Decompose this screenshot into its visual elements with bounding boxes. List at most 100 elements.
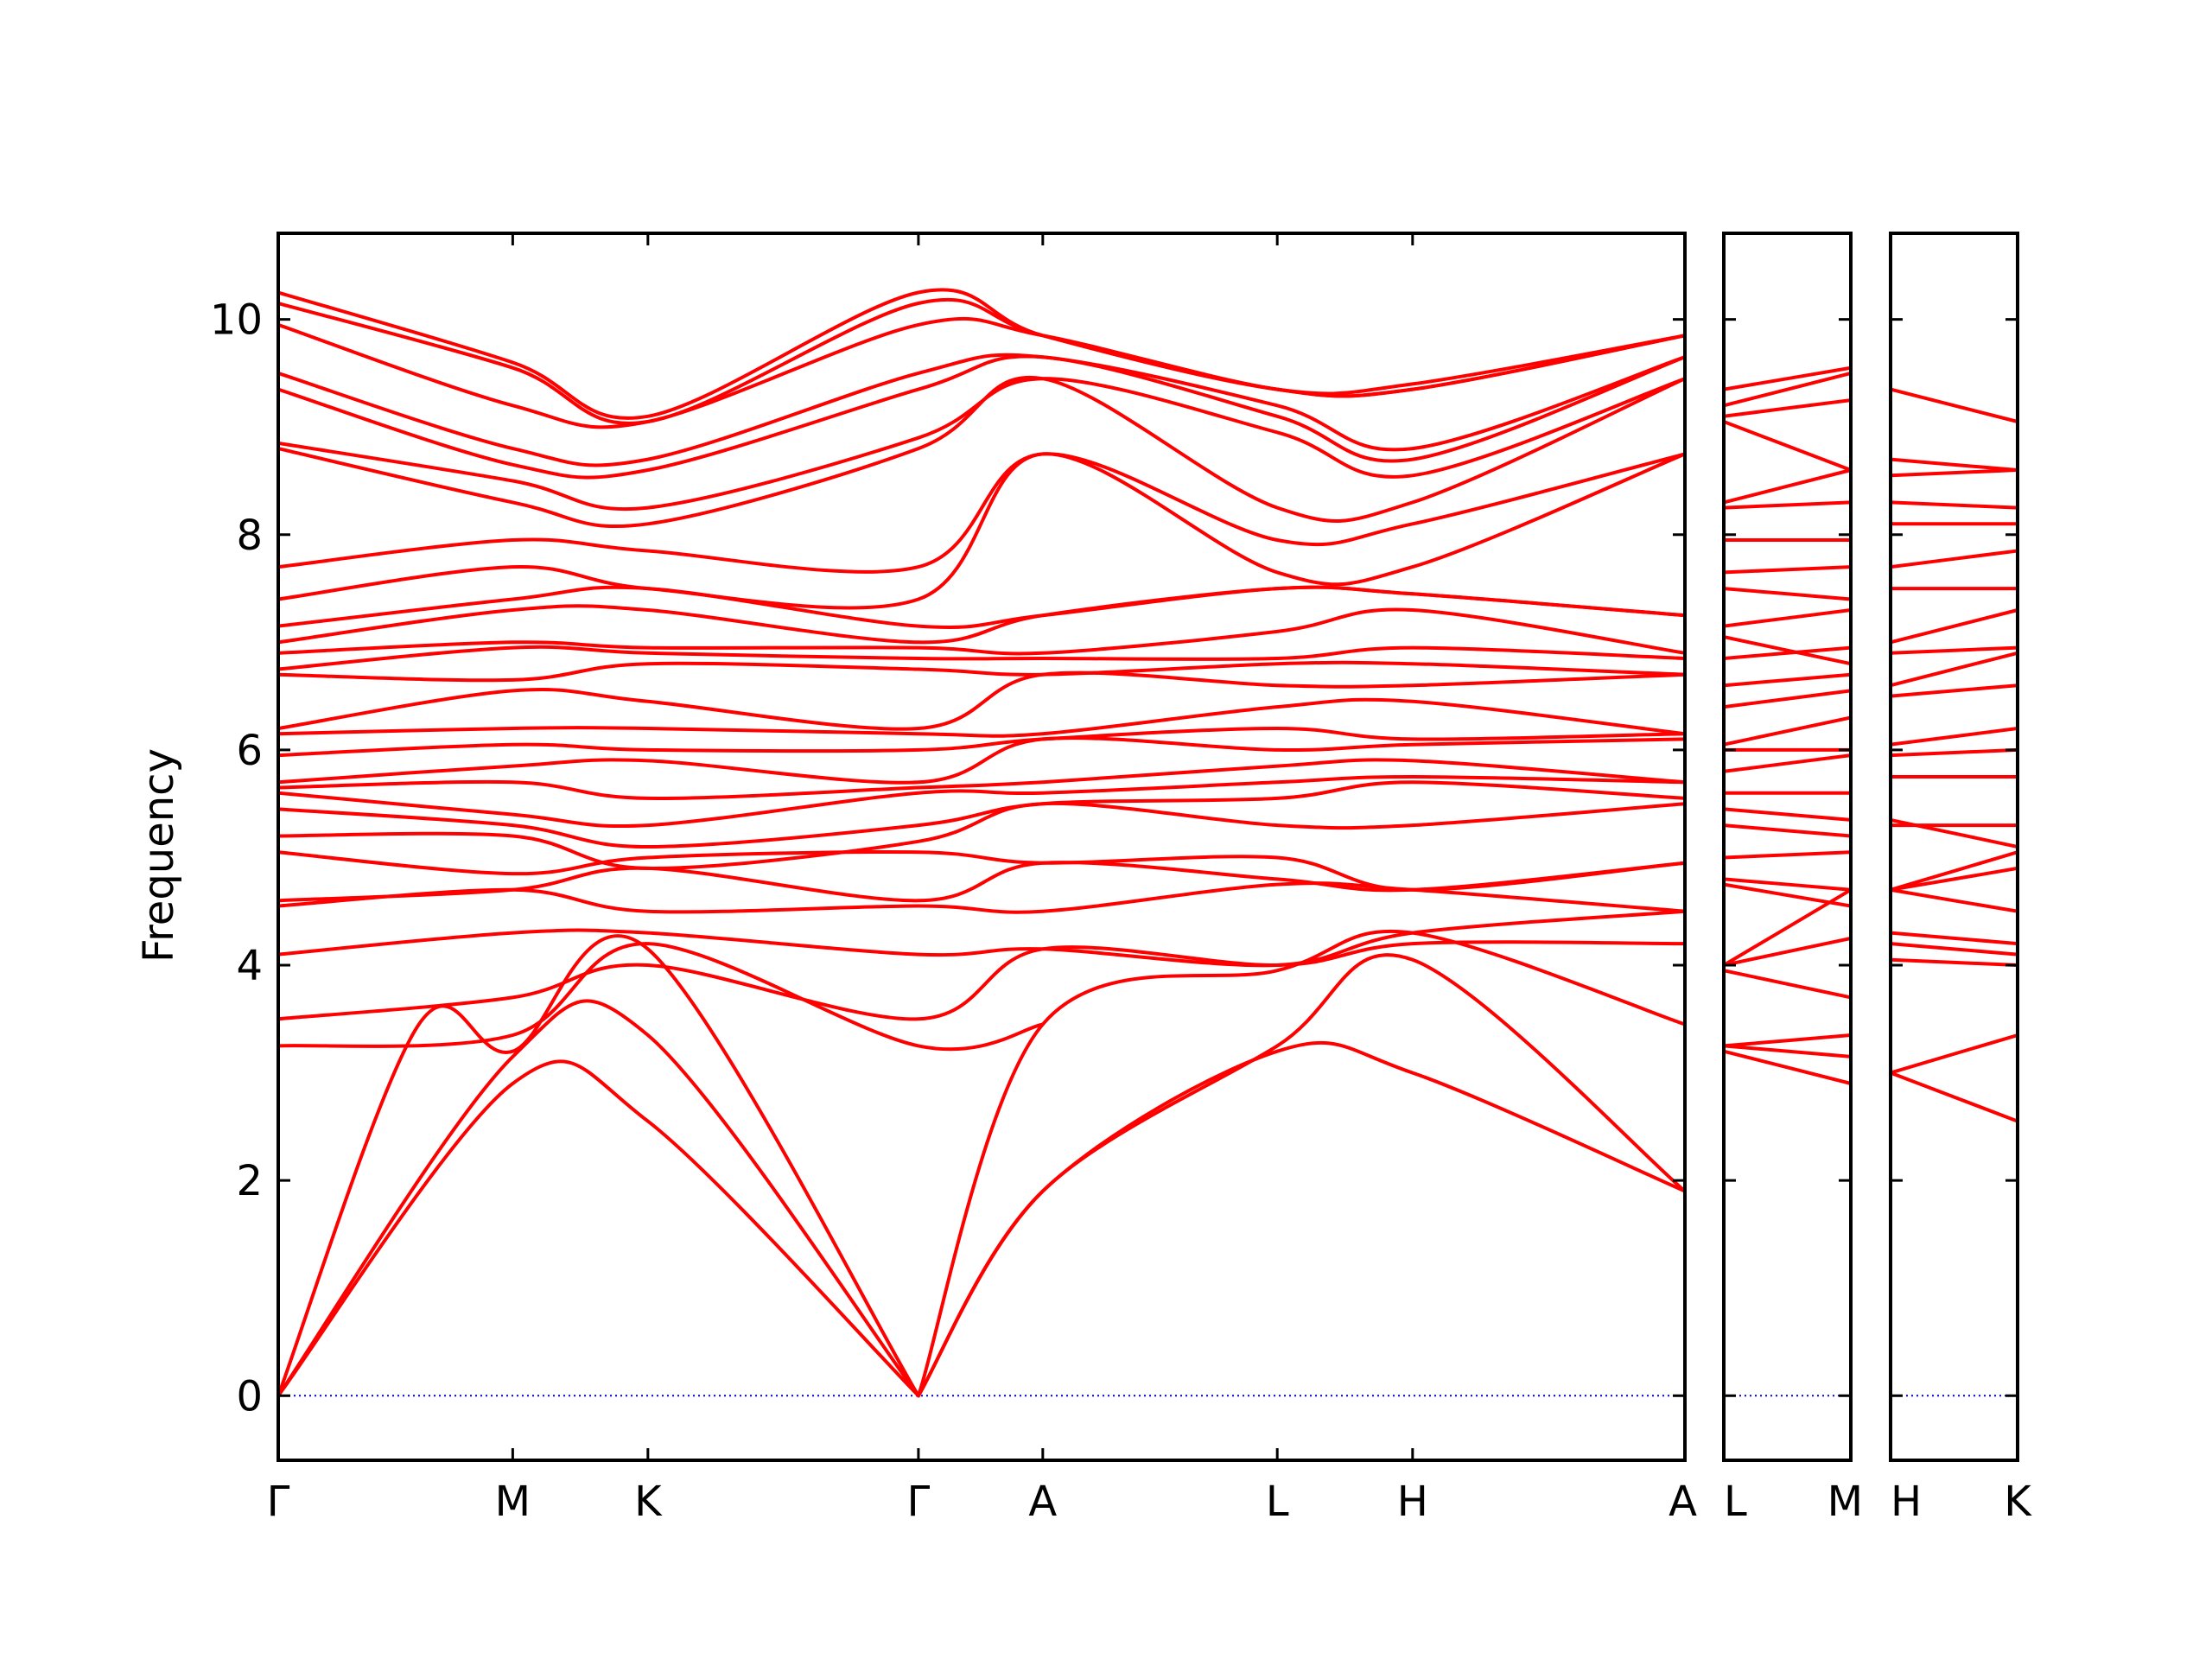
band-line-29 [278, 377, 1685, 512]
band-line-14 [278, 780, 1685, 849]
band-line-10 [1891, 817, 2018, 849]
band-line-16 [278, 758, 1685, 800]
band-line-19 [278, 697, 1685, 738]
band-line-25 [1724, 468, 1851, 505]
panel-main: 0 2 4 6 8 10 Γ M K Γ A L H A [210, 232, 1697, 1526]
bands-H-K [1891, 387, 2018, 1397]
band-line-23 [1891, 457, 2018, 472]
band-line-24 [278, 585, 1685, 645]
band-line-21 [278, 660, 1685, 683]
y-tick-label: 0 [236, 1372, 263, 1421]
band-line-22 [278, 645, 1685, 671]
band-line-6 [1891, 887, 2018, 913]
band-line-11 [1724, 807, 1851, 822]
x-tick-label: A [1669, 1478, 1697, 1526]
band-line-13 [1891, 727, 2018, 747]
band-line-8 [1891, 850, 2018, 892]
band-line-10 [1724, 823, 1851, 838]
band-line-14 [1891, 683, 2018, 698]
y-axis-label: Frequency [135, 748, 183, 963]
band-line-29 [1724, 365, 1851, 391]
band-line-13 [278, 801, 1685, 870]
x-tick-label: M [1827, 1478, 1863, 1526]
plot-frame [276, 232, 1687, 1462]
band-line-8 [1724, 877, 1851, 892]
y-tick-label: 6 [236, 727, 263, 775]
x-tick-label: K [2004, 1478, 2032, 1526]
band-line-8 [278, 940, 1685, 1021]
band-line-20 [278, 671, 1685, 731]
bands-main [278, 288, 1685, 1398]
x-tick-label: K [634, 1478, 663, 1526]
band-line-34 [278, 288, 1685, 420]
band-line-4 [916, 1040, 1685, 1398]
band-line-4 [1724, 969, 1851, 1000]
band-line-6 [916, 929, 1685, 1398]
band-line-12 [1891, 747, 2018, 758]
band-line-21 [1891, 500, 2018, 510]
band-line-18 [1724, 645, 1851, 660]
band-line-16 [1724, 689, 1851, 709]
band-line-17 [278, 736, 1685, 785]
band-line-22 [1724, 565, 1851, 575]
band-line-27 [278, 452, 1685, 574]
band-line-21 [1724, 587, 1851, 601]
band-line-28 [1724, 371, 1851, 408]
x-tick-label: L [1724, 1478, 1747, 1526]
band-line-3 [1724, 1033, 1851, 1048]
band-line-6 [1724, 887, 1851, 967]
band-line-5 [916, 953, 1685, 1398]
band-line-2 [278, 999, 920, 1398]
band-line-19 [1724, 635, 1851, 666]
y-tick-label: 8 [236, 512, 263, 560]
band-line-15 [1891, 651, 2018, 688]
band-line-12 [278, 850, 1685, 892]
band-line-23 [278, 607, 1685, 656]
x-tick-label: L [1266, 1478, 1289, 1526]
band-line-5 [1724, 936, 1851, 967]
band-line-7 [1724, 882, 1851, 908]
band-line-4 [1891, 942, 2018, 957]
band-line-3 [278, 934, 920, 1398]
band-line-27 [1724, 398, 1851, 418]
x-tick-label: A [1028, 1478, 1057, 1526]
band-line-1 [278, 1059, 920, 1398]
band-line-7 [278, 942, 1045, 1052]
band-line-33 [278, 297, 1685, 425]
plot-frame [1889, 232, 2019, 1462]
bands-L-M [1724, 365, 1851, 1397]
band-line-5 [1891, 931, 2018, 946]
band-line-17 [1724, 672, 1851, 688]
band-line-13 [1724, 753, 1851, 773]
band-line-24 [1724, 500, 1851, 510]
band-line-15 [1724, 715, 1851, 747]
band-line-1 [1724, 1049, 1851, 1085]
y-tick-label: 4 [236, 942, 263, 990]
band-line-2 [1891, 1033, 2018, 1075]
band-line-26 [1724, 420, 1851, 472]
band-line-17 [1891, 608, 2018, 645]
x-tick-label: M [495, 1478, 531, 1526]
plot-frame [1722, 232, 1853, 1462]
band-line-20 [1724, 608, 1851, 628]
band-line-9 [278, 909, 1685, 968]
x-tick-label: Γ [907, 1478, 931, 1526]
band-line-24 [1891, 387, 2018, 423]
band-line-18 [278, 727, 1685, 758]
band-line-22 [1891, 468, 2018, 478]
band-line-31 [278, 353, 1685, 467]
x-tick-label: Γ [267, 1478, 290, 1526]
band-line-1 [1891, 1071, 2018, 1123]
y-tick-label: 10 [210, 296, 263, 345]
x-tick-label: H [1397, 1478, 1428, 1526]
band-line-9 [1724, 850, 1851, 860]
band-line-16 [1891, 645, 2018, 655]
y-tick-label: 2 [236, 1157, 263, 1205]
band-line-3 [1891, 957, 2018, 967]
band-line-26 [278, 452, 1685, 610]
band-line-15 [278, 775, 1685, 829]
band-line-25 [278, 585, 1685, 629]
